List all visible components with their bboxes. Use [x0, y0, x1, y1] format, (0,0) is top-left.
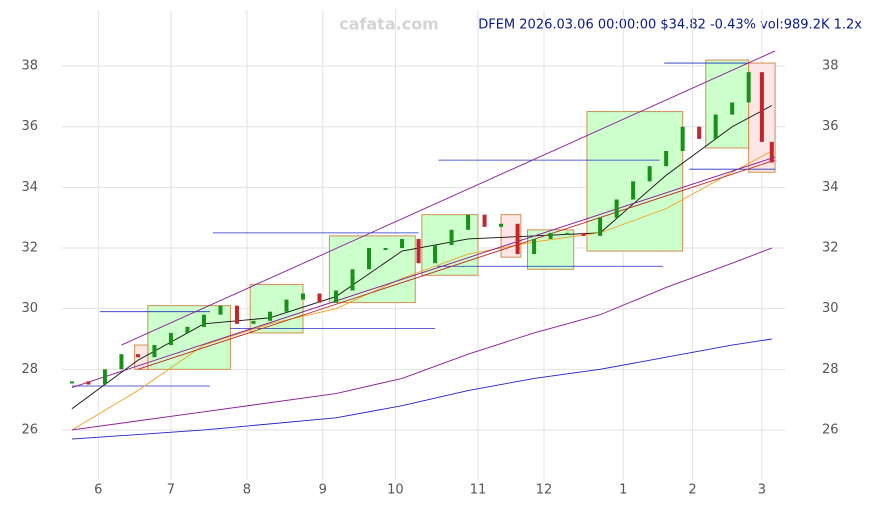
x-tick-label: 3	[758, 483, 766, 498]
candle	[664, 151, 669, 167]
indicator-line	[71, 338, 772, 440]
candle	[647, 166, 652, 182]
candle	[350, 269, 355, 291]
candle	[267, 311, 272, 321]
candle	[680, 126, 685, 151]
candle	[400, 238, 405, 249]
y-tick-label-right: 34	[822, 180, 839, 195]
indicator-line	[71, 156, 776, 388]
candle	[416, 238, 421, 264]
y-tick-label-right: 38	[822, 59, 839, 74]
indicator-line	[121, 50, 776, 346]
x-tick-label: 2	[688, 483, 696, 498]
candle	[152, 345, 157, 358]
zone-box	[586, 111, 684, 252]
indicator-line	[71, 247, 772, 431]
x-tick-label: 6	[94, 483, 102, 498]
candle	[383, 248, 388, 251]
indicator-line	[71, 150, 773, 431]
x-tick-label: 12	[536, 483, 553, 498]
y-tick-label-right: 36	[822, 119, 839, 134]
candle	[301, 293, 305, 300]
x-tick-label: 10	[387, 483, 404, 498]
y-tick-label: 36	[21, 119, 38, 134]
candle	[234, 305, 239, 324]
y-tick-label-right: 32	[822, 241, 839, 256]
candle	[548, 232, 553, 239]
candle	[631, 181, 636, 200]
candle	[218, 305, 223, 315]
watermark: cafata.com	[339, 15, 439, 34]
y-tick-label: 26	[21, 422, 38, 437]
candle	[759, 72, 764, 142]
candle	[119, 354, 124, 370]
candle	[201, 314, 206, 327]
candle	[697, 126, 702, 139]
candle	[466, 214, 471, 230]
candle	[746, 72, 751, 103]
candle	[482, 214, 487, 227]
y-tick-label: 38	[21, 59, 38, 74]
candle	[168, 332, 173, 346]
candle	[769, 141, 774, 163]
indicator-line	[137, 159, 776, 370]
candle	[614, 199, 619, 218]
x-tick-label: 1	[619, 483, 627, 498]
y-tick-label: 30	[21, 301, 38, 316]
candle	[102, 369, 107, 385]
zone-box	[147, 305, 231, 370]
candle	[713, 114, 718, 139]
y-tick-label-right: 30	[822, 301, 839, 316]
x-tick-label: 8	[243, 483, 251, 498]
x-tick-label: 7	[167, 483, 175, 498]
candle	[334, 290, 339, 303]
y-tick-label: 34	[21, 180, 38, 195]
candle	[581, 232, 586, 236]
zone-box	[249, 283, 304, 334]
x-tick-label: 11	[470, 483, 487, 498]
y-tick-label: 32	[21, 241, 38, 256]
x-tick-label: 9	[319, 483, 327, 498]
candle	[499, 223, 504, 227]
y-tick-label-right: 26	[822, 422, 839, 437]
chart-title: DFEM 2026.03.06 00:00:00 $34.82 -0.43% v…	[478, 18, 862, 33]
candle	[565, 232, 570, 235]
candle	[185, 326, 190, 333]
candle	[433, 245, 438, 264]
candle	[284, 299, 289, 312]
zone-box	[705, 59, 750, 149]
y-tick-label-right: 28	[822, 362, 839, 377]
candle	[598, 217, 603, 236]
candle	[532, 238, 537, 255]
candle	[135, 354, 140, 358]
candle	[86, 381, 91, 385]
candle	[730, 102, 735, 115]
candle	[69, 381, 74, 384]
candle	[367, 248, 372, 270]
candle	[449, 229, 454, 245]
y-tick-label: 28	[21, 362, 38, 377]
candle	[317, 293, 322, 303]
candle	[251, 320, 256, 324]
candle	[515, 223, 520, 255]
